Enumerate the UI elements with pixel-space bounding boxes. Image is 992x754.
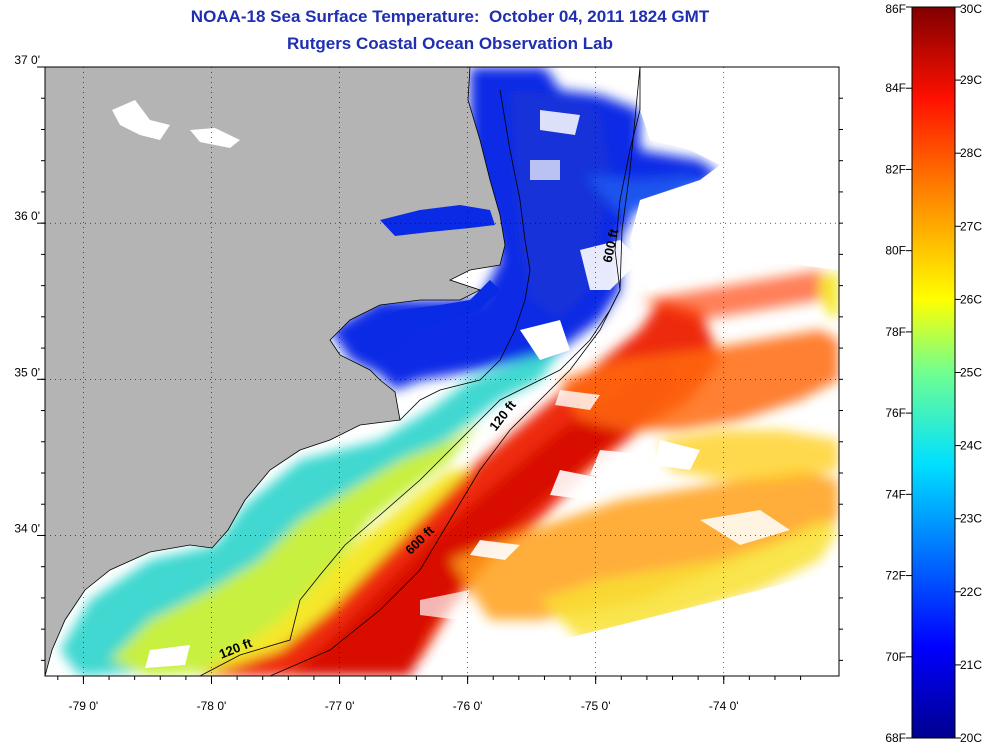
colorbar-f-label: 68F xyxy=(885,731,906,745)
lat-tick-label: 37 0' xyxy=(14,53,40,67)
colorbar-c-label: 23C xyxy=(960,512,982,526)
colorbar-c-label: 26C xyxy=(960,292,982,306)
cloud-patches xyxy=(145,67,839,676)
colorbar-c-label: 22C xyxy=(960,585,982,599)
lon-tick-label: -75 0' xyxy=(581,699,611,713)
colorbar-c-label: 27C xyxy=(960,219,982,233)
map-area xyxy=(45,67,839,676)
colorbar-f-label: 74F xyxy=(885,487,906,501)
colorbar-c-label: 21C xyxy=(960,658,982,672)
lat-tick-label: 34 0' xyxy=(14,521,40,535)
lat-tick-label: 36 0' xyxy=(14,209,40,223)
colorbar-c-label: 30C xyxy=(960,2,982,16)
lon-tick-label: -76 0' xyxy=(453,699,483,713)
colorbar-f-label: 72F xyxy=(885,569,906,583)
colorbar-f-label: 78F xyxy=(885,325,906,339)
colorbar-f-label: 80F xyxy=(885,244,906,258)
map-title: NOAA-18 Sea Surface Temperature: October… xyxy=(190,7,710,26)
axis-ticks: -79 0' -78 0' -77 0' -76 0' -75 0' -74 0' 37 0… xyxy=(14,53,843,713)
lat-tick-label: 35 0' xyxy=(14,365,40,379)
outer-banks xyxy=(399,89,531,421)
contour-label: 600 ft xyxy=(600,227,622,264)
pamlico-sound xyxy=(360,280,500,360)
contour-600ft xyxy=(269,67,641,676)
colorbar-c-label: 20C xyxy=(960,731,982,745)
lon-tick-label: -74 0' xyxy=(709,699,739,713)
colorbar-c-label: 24C xyxy=(960,439,982,453)
inland-lake xyxy=(190,128,240,148)
contour-120ft xyxy=(199,67,641,676)
albemarle-sound xyxy=(380,205,495,236)
map-subtitle: Rutgers Coastal Ocean Observation Lab xyxy=(287,34,613,53)
inland-lake xyxy=(112,100,170,140)
colorbar-c-label: 25C xyxy=(960,366,982,380)
colorbar-f-label: 86F xyxy=(885,2,906,16)
lon-tick-label: -77 0' xyxy=(325,699,355,713)
colorbar xyxy=(911,6,956,739)
coastline xyxy=(45,67,506,676)
lon-tick-label: -79 0' xyxy=(69,699,99,713)
colorbar-f-label: 82F xyxy=(885,162,906,176)
colorbar-c-label: 29C xyxy=(960,73,982,87)
colorbar-labels: 86F 84F 82F 80F 78F 76F 74F 72F 70F 68F 30C 29C 28C 2… xyxy=(885,2,982,745)
colorbar-f-label: 84F xyxy=(885,81,906,95)
lon-tick-label: -78 0' xyxy=(197,699,227,713)
colorbar-f-label: 70F xyxy=(885,650,906,664)
colorbar-f-label: 76F xyxy=(885,406,906,420)
colorbar-c-label: 28C xyxy=(960,146,982,160)
